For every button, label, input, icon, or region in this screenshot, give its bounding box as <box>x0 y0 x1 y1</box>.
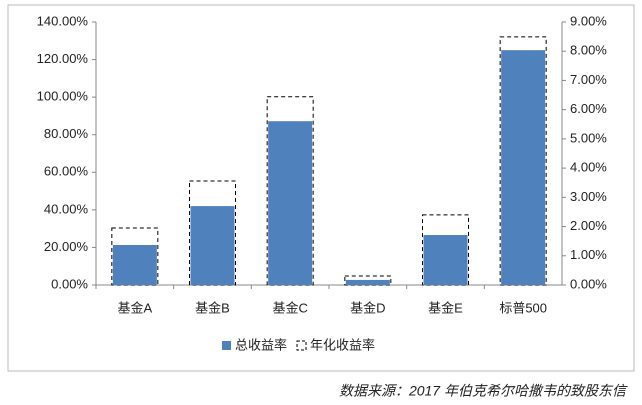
bar <box>345 279 390 285</box>
y-tick-label: 40.00% <box>44 201 89 216</box>
x-tick-label: 标普500 <box>499 300 547 315</box>
y2-tick-label: 0.00% <box>570 276 607 291</box>
legend-swatch <box>296 340 307 351</box>
x-tick-label: 基金A <box>117 300 152 315</box>
annual-box <box>266 96 314 286</box>
bar <box>423 235 468 285</box>
x-tick-label: 基金D <box>350 300 385 315</box>
bar <box>112 244 157 285</box>
y2-tick-label: 5.00% <box>570 130 607 145</box>
bar <box>268 121 313 285</box>
legend-swatch <box>222 341 231 350</box>
x-tick-label: 基金C <box>272 300 307 315</box>
y2-tick-label: 2.00% <box>570 218 607 233</box>
y2-tick-label: 3.00% <box>570 189 607 204</box>
y-tick-label: 120.00% <box>37 51 89 66</box>
bar <box>501 50 546 285</box>
y2-tick-label: 9.00% <box>570 13 607 28</box>
y-tick-label: 20.00% <box>44 239 89 254</box>
y2-tick-label: 8.00% <box>570 43 607 58</box>
y2-tick-label: 7.00% <box>570 72 607 87</box>
y-tick-label: 0.00% <box>51 276 88 291</box>
legend-label: 年化收益率 <box>310 337 375 352</box>
annual-box <box>111 227 159 286</box>
legend-label: 总收益率 <box>235 337 287 352</box>
y-tick-label: 60.00% <box>44 164 89 179</box>
y-tick-label: 80.00% <box>44 126 89 141</box>
y2-tick-label: 4.00% <box>570 160 607 175</box>
annual-box <box>422 214 469 286</box>
x-tick-label: 基金B <box>195 300 230 315</box>
y-tick-label: 140.00% <box>37 13 89 28</box>
annual-box <box>189 180 236 286</box>
y2-tick-label: 6.00% <box>570 101 607 116</box>
bar <box>190 206 235 285</box>
y2-tick-label: 1.00% <box>570 247 607 262</box>
source-note: 数据来源：2017 年伯克希尔哈撒韦的致股东信 <box>339 383 628 399</box>
x-tick-label: 基金E <box>428 300 463 315</box>
y-tick-label: 100.00% <box>37 89 89 104</box>
